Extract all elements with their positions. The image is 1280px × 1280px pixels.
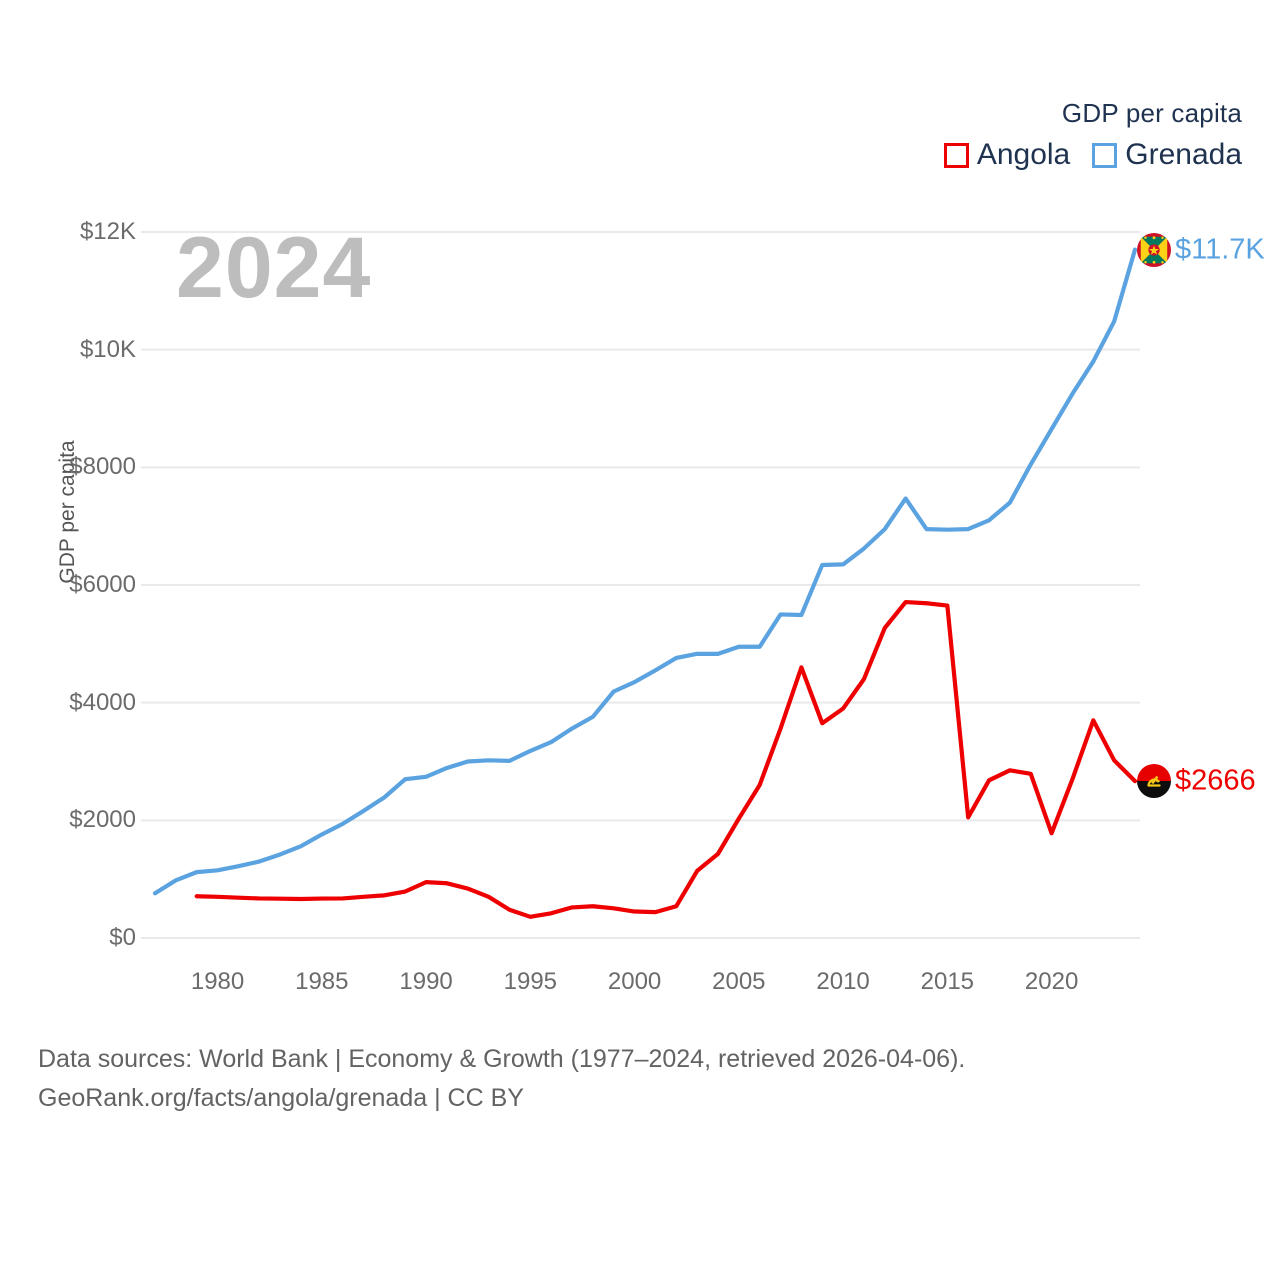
y-tick-6000: $6000 [69,571,136,598]
footer-credits: Data sources: World Bank | Economy & Gro… [38,1040,965,1118]
x-tick-2015: 2015 [920,968,975,995]
legend-label-angola: Angola [976,138,1071,171]
legend-entry-grenada[interactable]: Grenada [1092,138,1242,172]
legend-swatch-grenada [1092,142,1118,168]
legend-entries: Angola Grenada [943,138,1242,172]
footer-line-sources: Data sources: World Bank | Economy & Gro… [38,1045,966,1073]
x-tick-1990: 1990 [399,968,453,995]
y-tick-4000: $4000 [69,688,136,716]
legend-swatch-angola [943,142,969,168]
grenada-line [152,247,1138,896]
x-tick-2005: 2005 [712,968,766,995]
x-tick-2010: 2010 [816,968,870,995]
x-tick-1985: 1985 [295,968,349,995]
legend-label-grenada: Grenada [1125,138,1242,171]
x-tick-1980: 1980 [190,968,245,995]
year-watermark: 2024 [176,220,372,316]
grenada-flag-icon [1137,232,1171,267]
legend-title: GDP per capita [1061,98,1242,128]
angola-flag-icon [1137,764,1171,799]
gridlines [141,231,1140,939]
x-tick-2000: 2000 [607,968,662,995]
x-tick-1995: 1995 [503,968,558,995]
angola-endpoint-value: $2666 [1175,764,1256,797]
legend: GDP per capita Angola Grenada [943,98,1242,172]
y-tick-8000: $8000 [69,453,136,481]
angola-line [194,599,1138,919]
footer-line-attribution: GeoRank.org/facts/angola/grenada | CC BY [38,1083,524,1112]
y-tick-10000: $10K [79,335,136,363]
y-tick-0: $0 [109,924,136,951]
y-tick-2000: $2000 [69,806,136,834]
y-tick-12000: $12K [79,218,136,245]
grenada-endpoint-value: $11.7K [1175,233,1265,266]
x-tick-2020: 2020 [1024,968,1079,995]
legend-entry-angola[interactable]: Angola [943,138,1071,172]
